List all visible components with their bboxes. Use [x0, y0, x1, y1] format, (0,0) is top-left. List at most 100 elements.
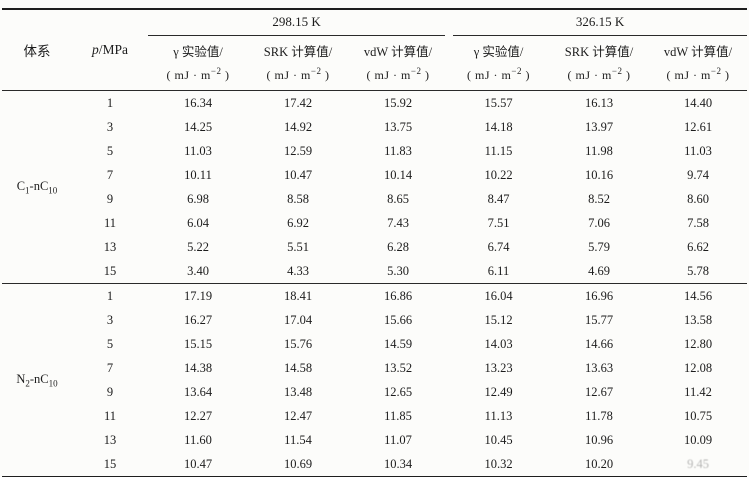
col-header-gamma-exp-298: γ 实验值/ ( mJ · m−2 ): [148, 36, 248, 91]
unit-label: ( mJ · m−2 ): [266, 65, 330, 82]
value-cell: 4.33: [287, 263, 309, 278]
pressure-cell: 7: [106, 167, 114, 182]
value-cell: 8.65: [387, 191, 409, 206]
value-cell: 16.96: [584, 288, 614, 303]
temp-group-298: 298.15 K: [148, 9, 448, 36]
value-cell: 14.03: [484, 336, 513, 351]
value-cell: 3.40: [187, 263, 209, 278]
value-cell: 11.85: [384, 408, 412, 423]
pressure-cell: 5: [106, 336, 114, 351]
value-cell: 8.47: [487, 191, 510, 206]
value-cell: 11.83: [384, 143, 412, 158]
value-cell: 7.51: [487, 215, 510, 230]
value-cell: 12.59: [283, 143, 313, 158]
value-cell: 11.03: [684, 143, 712, 158]
value-cell: 11.60: [184, 432, 212, 447]
pressure-cell: 1: [106, 288, 114, 303]
value-cell: 16.34: [183, 95, 213, 110]
col-header-gamma-exp-326: γ 实验值/ ( mJ · m−2 ): [448, 36, 550, 91]
value-cell: 6.98: [187, 191, 209, 206]
value-cell: 12.80: [683, 336, 713, 351]
value-cell: 14.38: [183, 360, 213, 375]
value-cell: 12.49: [484, 384, 513, 399]
value-cell: 9.45: [687, 456, 709, 471]
table-row: 3 14.25 14.92 13.75 14.18 13.97 12.61: [2, 115, 747, 139]
value-cell: 15.66: [383, 312, 413, 327]
value-cell: 15.15: [183, 336, 213, 351]
system-block: C1-nC10 1 16.34 17.42 15.92 15.57 16.13 14.40 3 1…: [2, 91, 748, 284]
value-cell: 12.08: [683, 360, 713, 375]
table-row: 5 11.03 12.59 11.83 11.15 11.98 11.03: [2, 139, 747, 163]
value-cell: 11.03: [184, 143, 212, 158]
data-table: 体系 p/MPa 298.15 K 326.15 K γ 实验值/ ( mJ ·…: [2, 8, 748, 477]
value-cell: 11.78: [585, 408, 613, 423]
value-cell: 10.34: [383, 456, 413, 471]
value-cell: 10.32: [484, 456, 513, 471]
value-cell: 12.65: [383, 384, 413, 399]
table-row: 11 12.27 12.47 11.85 11.13 11.78 10.75: [2, 404, 747, 428]
value-cell: 7.43: [387, 215, 409, 230]
pressure-cell: 3: [106, 312, 114, 327]
value-cell: 13.75: [383, 119, 413, 134]
value-cell: 10.09: [683, 432, 713, 447]
value-cell: 13.64: [183, 384, 213, 399]
system-column-header: 体系: [2, 9, 72, 91]
pressure-cell: 13: [103, 432, 117, 447]
value-cell: 6.11: [487, 263, 510, 278]
value-cell: 15.77: [584, 312, 614, 327]
value-cell: 6.74: [487, 239, 510, 254]
value-cell: 13.58: [683, 312, 713, 327]
pressure-column-header: p/MPa: [72, 9, 148, 91]
value-cell: 14.59: [383, 336, 413, 351]
pressure-cell: 15: [103, 456, 117, 471]
value-cell: 17.04: [283, 312, 313, 327]
table-row: N2-nC10 1 17.19 18.41 16.86 16.04 16.96 14.56: [2, 284, 747, 389]
system-name: C1-nC10: [16, 178, 58, 196]
unit-label: ( mJ · m−2 ): [366, 65, 430, 82]
value-cell: 6.62: [687, 239, 709, 254]
value-cell: 11.42: [684, 384, 712, 399]
value-cell: 11.98: [585, 143, 613, 158]
value-cell: 13.97: [584, 119, 614, 134]
value-cell: 16.27: [183, 312, 213, 327]
value-cell: 9.74: [687, 167, 709, 182]
value-cell: 15.12: [484, 312, 513, 327]
value-cell: 13.52: [383, 360, 413, 375]
value-cell: 15.92: [383, 95, 413, 110]
table-row: 15 3.40 4.33 5.30 6.11 4.69 5.78: [2, 259, 747, 284]
value-cell: 8.58: [287, 191, 309, 206]
value-cell: 5.30: [387, 263, 409, 278]
value-cell: 14.92: [283, 119, 313, 134]
pressure-unit: /MPa: [98, 42, 128, 57]
pressure-cell: 11: [103, 215, 117, 230]
col-header-vdw-298: vdW 计算值/ ( mJ · m−2 ): [348, 36, 449, 91]
value-cell: 12.61: [683, 119, 713, 134]
pressure-cell: 9: [106, 384, 114, 399]
pressure-cell: 3: [106, 119, 114, 134]
value-cell: 11.07: [384, 432, 412, 447]
col-header-srk-298: SRK 计算值/ ( mJ · m−2 ): [248, 36, 348, 91]
table-row: 3 16.27 17.04 15.66 15.12 15.77 13.58: [2, 308, 747, 332]
pressure-cell: 13: [103, 239, 117, 254]
pressure-symbol: p: [91, 42, 99, 57]
value-cell: 13.48: [283, 384, 313, 399]
value-cell: 7.06: [588, 215, 610, 230]
value-cell: 13.23: [484, 360, 513, 375]
value-cell: 14.58: [283, 360, 313, 375]
value-cell: 6.92: [287, 215, 309, 230]
pressure-cell: 9: [106, 191, 114, 206]
table-row: 9 13.64 13.48 12.65 12.49 12.67 11.42: [2, 380, 747, 404]
table-row: 13 5.22 5.51 6.28 6.74 5.79 6.62: [2, 235, 747, 259]
col-header-vdw-326: vdW 计算值/ ( mJ · m−2 ): [649, 36, 748, 91]
value-cell: 14.56: [683, 288, 713, 303]
table-row: 7 10.11 10.47 10.14 10.22 10.16 9.74: [2, 163, 747, 187]
value-cell: 12.47: [283, 408, 313, 423]
value-cell: 6.04: [187, 215, 209, 230]
table-row: 13 11.60 11.54 11.07 10.45 10.96 10.09: [2, 428, 747, 452]
pressure-cell: 5: [106, 143, 114, 158]
value-cell: 4.69: [588, 263, 610, 278]
system-block: N2-nC10 1 17.19 18.41 16.86 16.04 16.96 14.56 3 1…: [2, 284, 747, 477]
value-cell: 14.40: [683, 95, 713, 110]
temp-group-326: 326.15 K: [448, 9, 748, 36]
